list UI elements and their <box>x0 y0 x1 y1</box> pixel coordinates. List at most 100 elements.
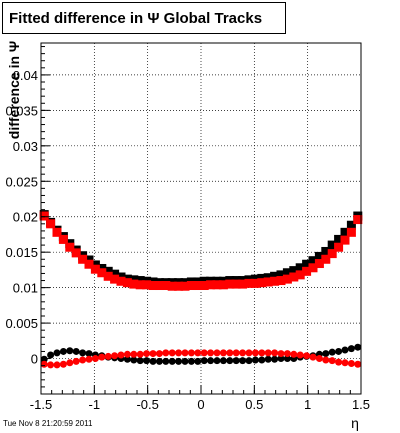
data-point <box>181 357 189 365</box>
data-point <box>187 349 195 357</box>
data-point <box>104 352 112 360</box>
data-point <box>161 281 171 291</box>
data-point <box>47 361 55 369</box>
data-point <box>53 349 61 357</box>
data-point <box>122 278 132 288</box>
data-point <box>335 358 343 366</box>
data-point <box>328 357 336 365</box>
data-point <box>315 355 323 363</box>
data-point <box>167 281 177 291</box>
data-point <box>52 227 62 237</box>
data-point <box>290 350 298 358</box>
data-point <box>245 357 253 365</box>
data-point <box>66 359 74 367</box>
data-point <box>97 268 107 278</box>
x-tick-label: -1 <box>89 397 101 412</box>
data-point <box>213 349 221 357</box>
data-point <box>175 357 183 365</box>
data-point <box>282 274 292 284</box>
y-axis-label: difference in Ψ <box>6 41 22 139</box>
data-point <box>308 263 318 273</box>
data-point <box>123 355 131 363</box>
data-point <box>207 349 215 357</box>
data-point <box>302 266 312 276</box>
data-marks <box>39 210 363 369</box>
data-point <box>79 349 87 357</box>
y-tick-label: 0.03 <box>13 139 38 154</box>
data-point <box>46 219 56 229</box>
data-point <box>207 357 215 365</box>
data-point <box>334 242 344 252</box>
data-point <box>327 240 337 250</box>
data-point <box>308 256 318 266</box>
data-point <box>143 357 151 365</box>
data-point <box>130 350 138 358</box>
data-point <box>40 360 48 368</box>
data-point <box>174 281 184 291</box>
data-point <box>47 351 55 359</box>
x-axis-label: η <box>351 415 359 431</box>
data-point <box>226 357 234 365</box>
data-point <box>103 271 113 281</box>
data-point <box>58 234 68 244</box>
data-point <box>136 357 144 365</box>
data-point <box>218 280 228 290</box>
data-point <box>271 355 279 363</box>
data-point <box>135 280 145 290</box>
data-point <box>143 350 151 358</box>
data-point <box>90 264 100 274</box>
data-point <box>149 357 157 365</box>
data-point <box>78 254 88 264</box>
data-point <box>180 281 190 291</box>
data-point <box>136 350 144 358</box>
data-point <box>148 281 158 291</box>
series-0 <box>39 210 363 288</box>
data-point <box>72 347 80 355</box>
plot-frame <box>40 42 362 395</box>
data-point <box>289 266 299 276</box>
data-point <box>193 281 203 291</box>
data-point <box>283 355 291 363</box>
data-point <box>123 350 131 358</box>
data-point <box>130 356 138 364</box>
data-point <box>257 278 267 288</box>
data-point <box>59 360 67 368</box>
data-point <box>186 281 196 291</box>
data-point <box>40 355 48 363</box>
data-point <box>295 263 305 273</box>
data-point <box>66 347 74 355</box>
data-point <box>175 349 183 357</box>
data-point <box>213 357 221 365</box>
x-tick-label: 1 <box>304 397 311 412</box>
data-point <box>149 350 157 358</box>
chart-title: Fitted difference in Ψ Global Tracks <box>9 10 263 27</box>
data-point <box>232 357 240 365</box>
data-point <box>110 269 120 279</box>
x-tick-label: 0.5 <box>245 397 263 412</box>
data-point <box>238 279 248 289</box>
data-point <box>271 349 279 357</box>
data-point <box>239 357 247 365</box>
data-point <box>347 345 355 353</box>
x-tick-label: -0.5 <box>136 397 158 412</box>
data-point <box>353 215 363 225</box>
data-point <box>129 279 139 289</box>
data-point <box>59 347 67 355</box>
timestamp-footer: Tue Nov 8 21:20:59 2011 <box>3 419 93 428</box>
data-point <box>295 270 305 280</box>
data-point <box>226 349 234 357</box>
data-point <box>116 276 126 286</box>
x-tick-label: 0 <box>197 397 204 412</box>
data-point <box>264 349 272 357</box>
data-point <box>194 349 202 357</box>
data-point <box>277 350 285 358</box>
x-tick-label: 1.5 <box>352 397 370 412</box>
data-point <box>117 351 125 359</box>
data-point <box>346 227 356 237</box>
series-3 <box>40 349 362 369</box>
data-point <box>245 349 253 357</box>
data-point <box>162 349 170 357</box>
data-point <box>309 353 317 361</box>
series-2 <box>39 211 363 291</box>
data-point <box>155 350 163 358</box>
